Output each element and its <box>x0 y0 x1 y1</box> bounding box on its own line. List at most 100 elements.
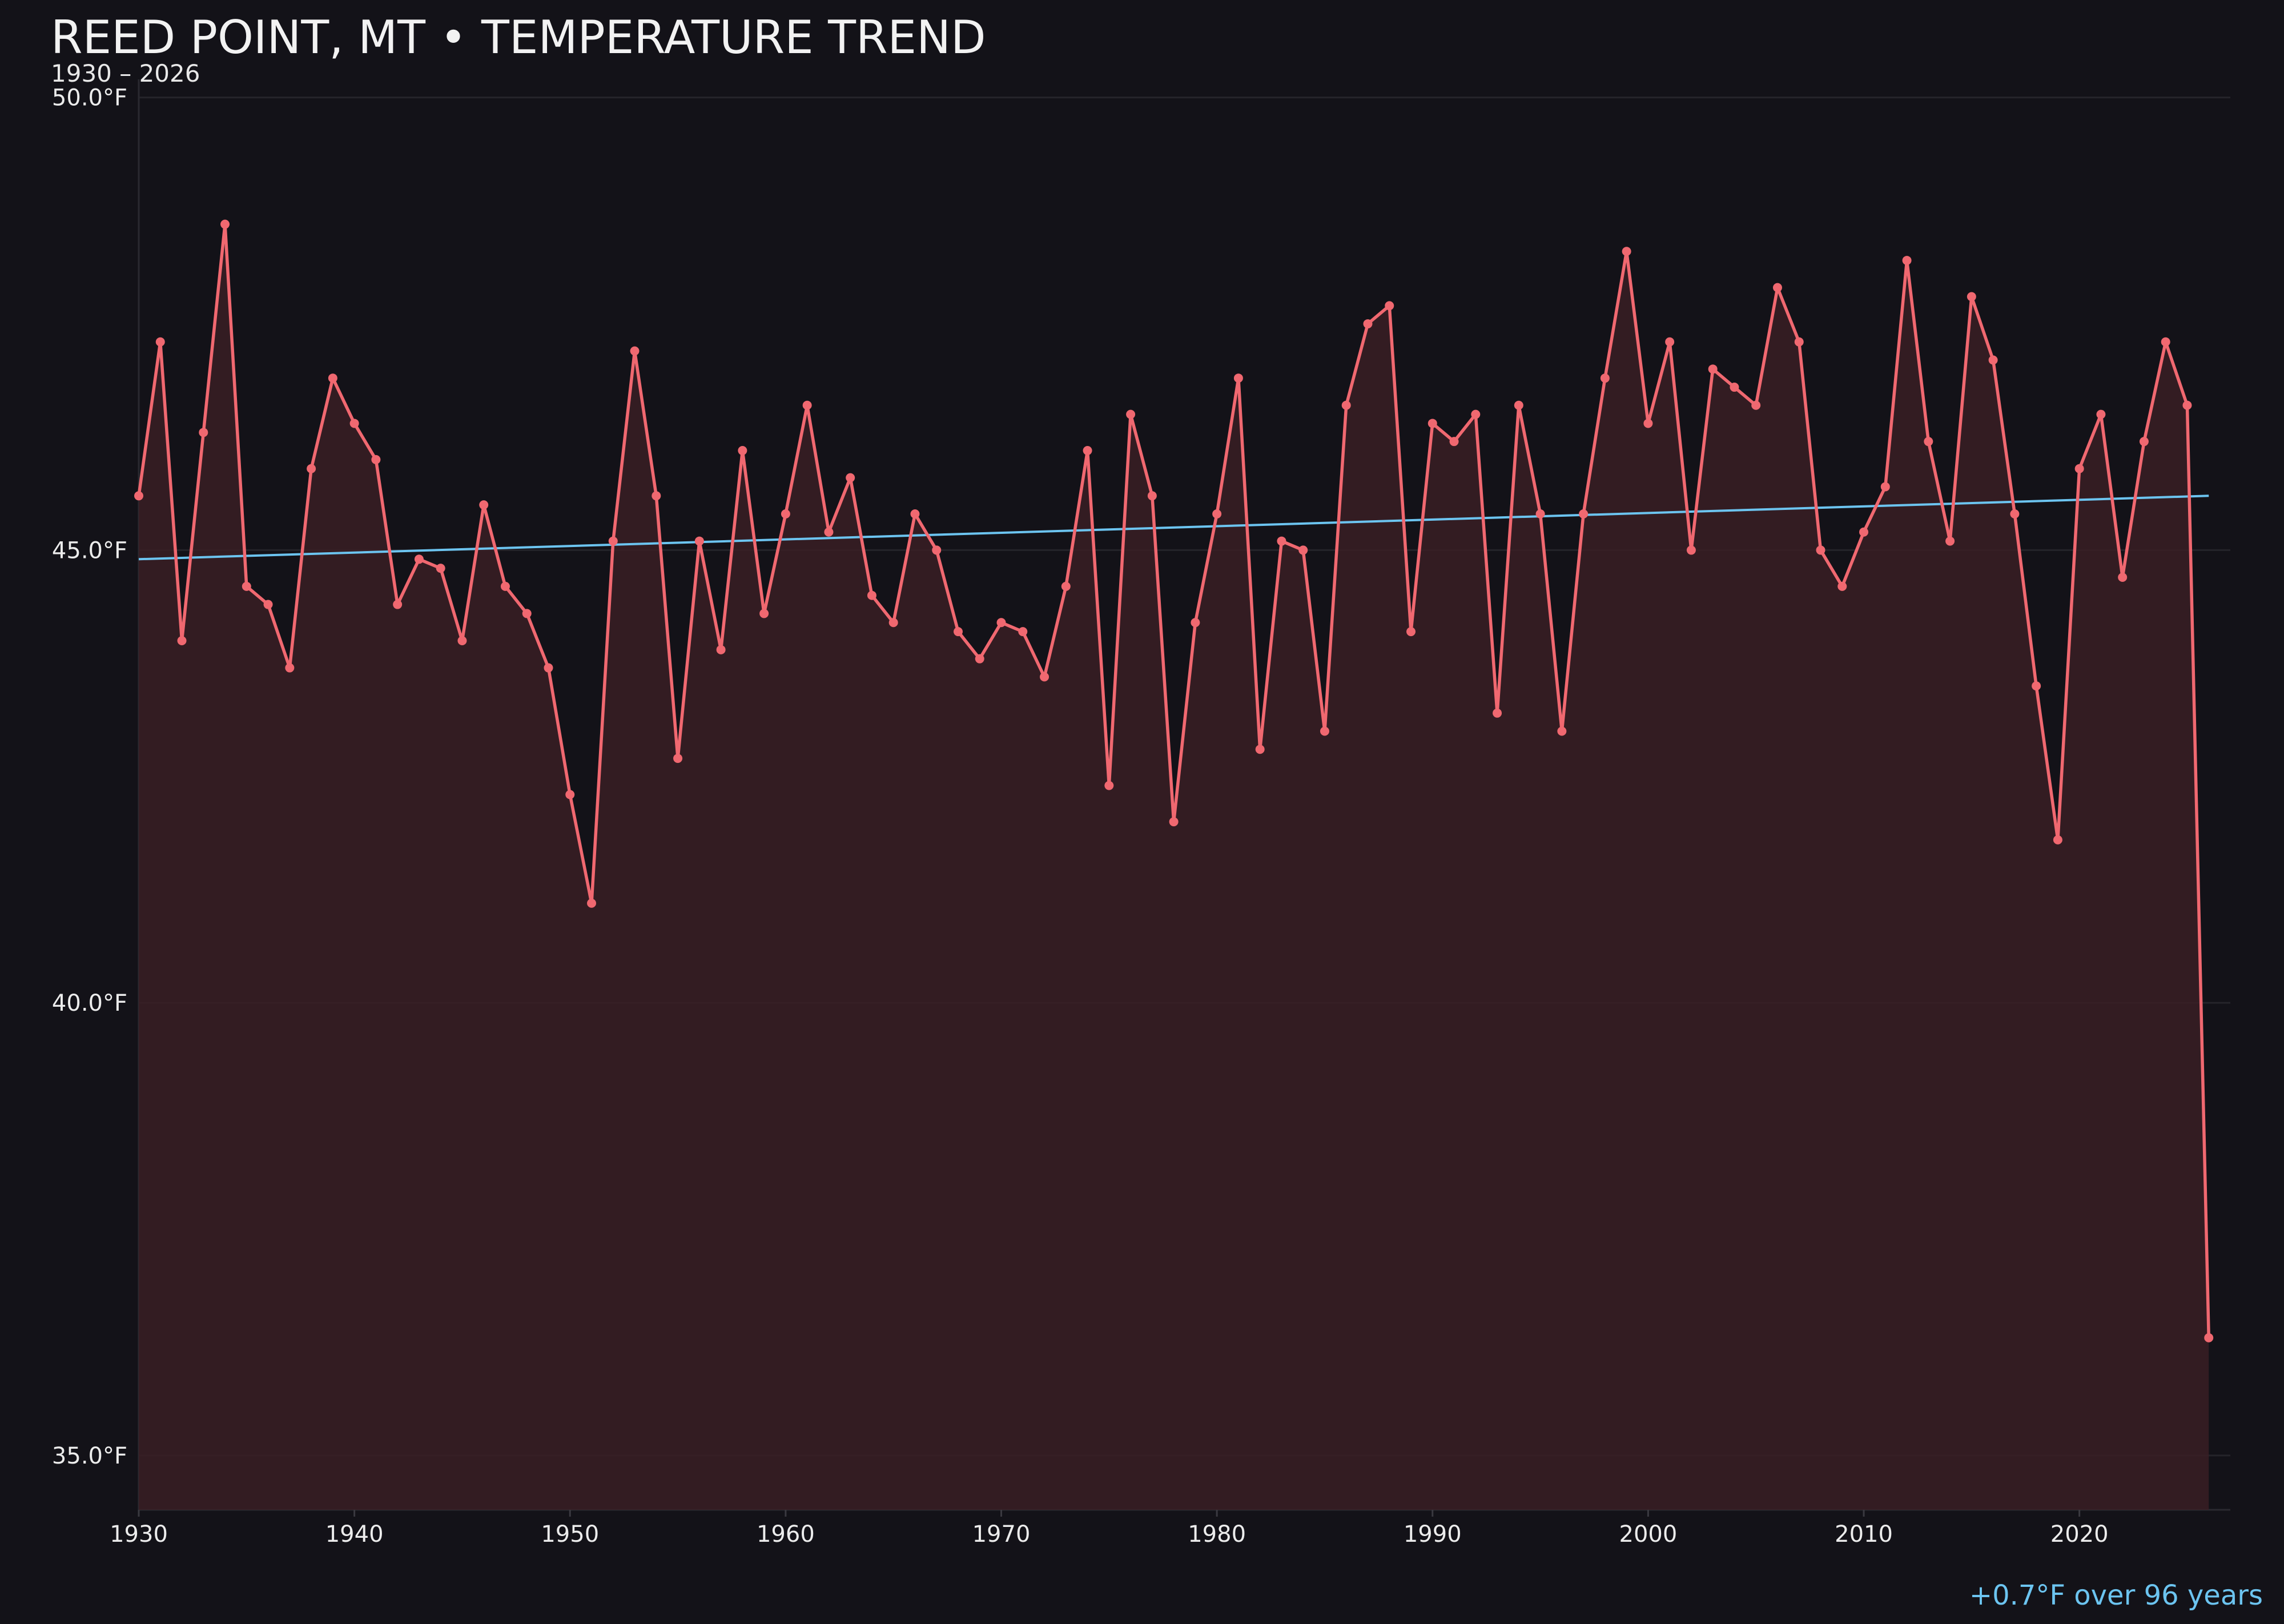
data-point <box>673 754 683 763</box>
data-point <box>630 346 640 356</box>
data-point <box>932 545 942 555</box>
data-point <box>1535 509 1545 519</box>
data-point <box>1967 292 1976 302</box>
data-point <box>1363 319 1373 329</box>
data-point <box>1406 627 1416 637</box>
data-point <box>738 446 747 456</box>
data-point <box>2053 835 2062 845</box>
data-point <box>1169 817 1179 827</box>
data-point <box>436 564 445 573</box>
data-point <box>716 645 726 654</box>
data-point <box>1772 283 1782 292</box>
trend-annotation: +0.7°F over 96 years <box>1969 1579 2263 1611</box>
data-point <box>1083 446 1092 456</box>
data-point <box>220 219 230 229</box>
data-point <box>1104 781 1114 790</box>
data-point <box>1320 726 1329 736</box>
data-point <box>1665 337 1675 347</box>
data-point <box>888 618 898 628</box>
data-point <box>1686 545 1696 555</box>
data-point <box>2118 572 2128 582</box>
data-point <box>587 898 597 908</box>
data-point <box>1708 364 1718 374</box>
data-point <box>1385 301 1394 311</box>
data-point <box>1945 536 1955 546</box>
data-point <box>1449 437 1459 447</box>
data-point <box>1557 726 1567 736</box>
temperature-area <box>139 224 2209 1510</box>
data-point <box>1341 400 1351 410</box>
data-point <box>2096 409 2106 419</box>
data-point <box>544 663 553 673</box>
data-point <box>910 509 920 519</box>
data-point <box>1880 482 1890 492</box>
data-point <box>1427 419 1437 428</box>
data-point <box>1493 708 1502 718</box>
data-point <box>1600 373 1610 383</box>
chart-subtitle: 1930 – 2026 <box>51 59 200 87</box>
data-point <box>1816 545 1825 555</box>
data-point <box>694 536 704 546</box>
x-tick-label: 1950 <box>541 1521 599 1547</box>
data-point <box>1751 400 1761 410</box>
data-point <box>2139 437 2149 447</box>
data-point <box>953 627 963 637</box>
data-point <box>1126 409 1136 419</box>
y-tick-labels: 35.0°F 40.0°F 45.0°F 50.0°F <box>52 85 127 1469</box>
data-point <box>177 636 187 645</box>
x-tick-label: 1960 <box>757 1521 815 1547</box>
data-point <box>1471 409 1481 419</box>
x-tick-label: 1940 <box>325 1521 384 1547</box>
x-tick-label: 1980 <box>1188 1521 1246 1547</box>
data-point <box>263 600 273 609</box>
data-point <box>2032 681 2041 691</box>
data-point <box>1061 581 1071 591</box>
data-point <box>414 554 424 564</box>
data-point <box>522 609 532 618</box>
y-tick-label: 40.0°F <box>52 990 127 1016</box>
data-point <box>1579 509 1589 519</box>
y-tick-label: 50.0°F <box>52 85 127 111</box>
data-point <box>307 464 316 473</box>
trend-line <box>138 495 2209 561</box>
data-point <box>155 337 165 347</box>
data-point <box>1730 383 1739 392</box>
data-point <box>1837 581 1847 591</box>
data-point <box>1040 672 1049 682</box>
data-point <box>996 618 1006 628</box>
data-point <box>781 509 790 519</box>
data-point <box>1147 491 1157 501</box>
y-tick-label: 35.0°F <box>52 1443 127 1469</box>
data-point <box>328 373 337 383</box>
data-point <box>1255 745 1265 754</box>
data-point <box>759 609 769 618</box>
data-point <box>2182 400 2192 410</box>
data-point <box>1643 419 1653 428</box>
data-point <box>371 455 381 464</box>
data-point <box>1191 618 1200 628</box>
data-point <box>457 636 467 645</box>
data-points <box>134 219 2214 1342</box>
area-fill <box>139 224 2209 1510</box>
data-point <box>802 400 812 410</box>
x-tick-label: 1970 <box>972 1521 1031 1547</box>
data-point <box>1514 400 1523 410</box>
data-point <box>867 590 876 600</box>
data-point <box>608 536 618 546</box>
x-tick-labels: 1930 1940 1950 1960 1970 1980 1990 2000 2010 2020 <box>110 1521 2108 1547</box>
x-tick-label: 1930 <box>110 1521 168 1547</box>
data-point <box>2074 464 2084 473</box>
x-tick-label: 2000 <box>1619 1521 1678 1547</box>
data-point <box>1277 536 1286 546</box>
data-point <box>199 428 208 437</box>
x-tick-label: 2020 <box>2050 1521 2109 1547</box>
data-point <box>1794 337 1804 347</box>
data-point <box>1212 509 1222 519</box>
trend-line-group <box>138 495 2209 561</box>
data-point <box>134 491 143 501</box>
data-point <box>242 581 251 591</box>
data-point <box>479 500 489 510</box>
data-point <box>846 473 855 483</box>
data-point <box>1298 545 1308 555</box>
